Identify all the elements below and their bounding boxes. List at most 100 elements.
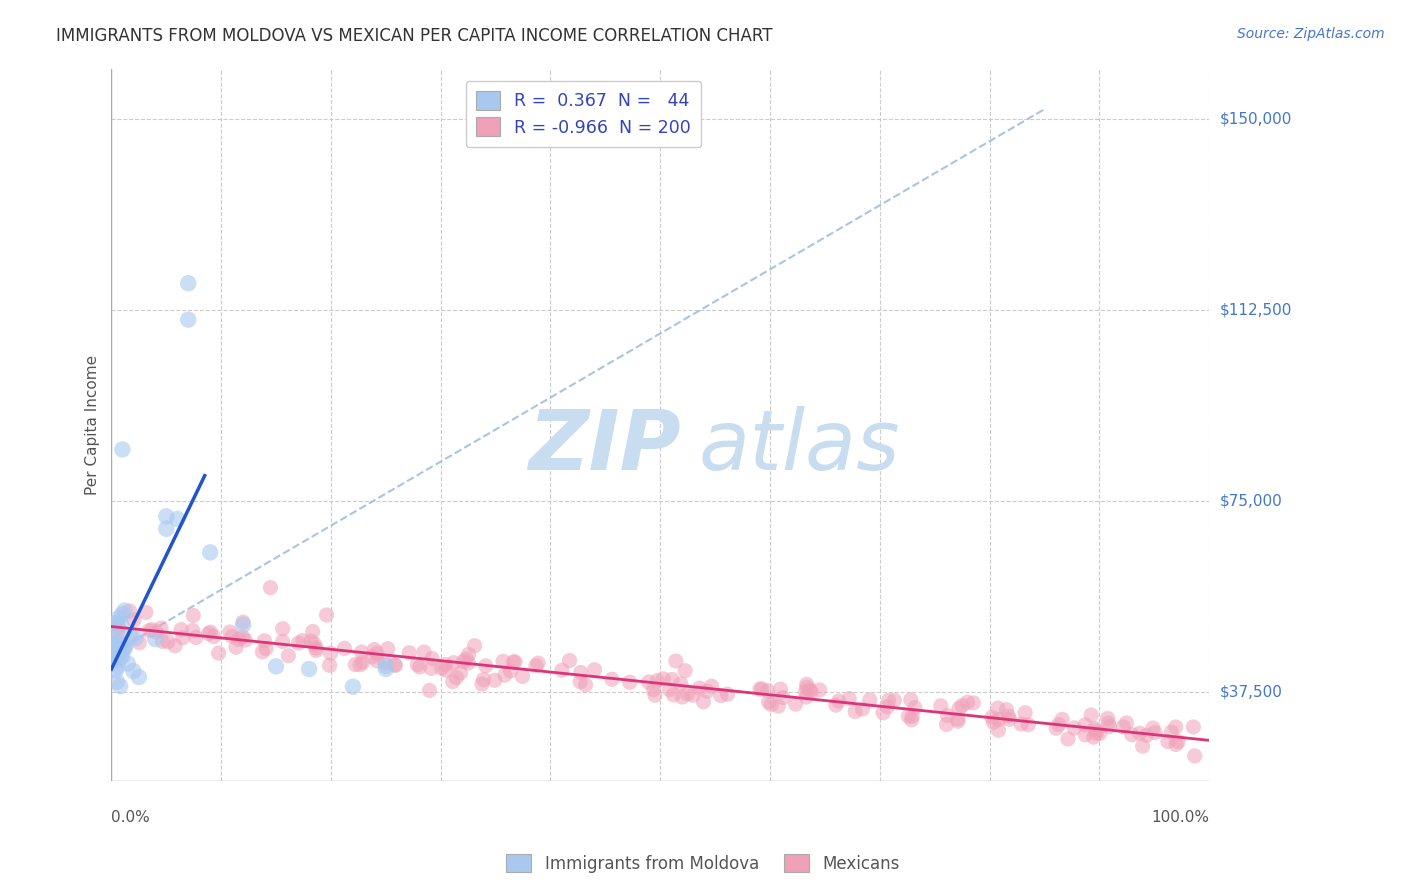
Point [110,617,132,632]
Point [1017,717,1039,731]
Point [200,625,222,640]
Point [128,636,150,650]
Point [652,672,675,686]
Point [987,723,1010,738]
Point [877,693,900,707]
Point [1135,728,1157,742]
Point [1184,748,1206,763]
Point [122,664,145,678]
Point [600,673,623,687]
Point [785,697,807,711]
Point [271,634,294,648]
Point [406,657,429,672]
Point [177,312,200,326]
Point [108,679,131,693]
Point [1045,721,1067,735]
Point [692,695,714,709]
Point [824,698,846,713]
Text: 0.0%: 0.0% [111,810,150,824]
Point [430,661,453,675]
Point [574,678,596,692]
Point [105,653,128,667]
Point [111,607,134,621]
Point [1098,720,1121,734]
Point [177,277,200,291]
Text: atlas: atlas [699,406,900,487]
Point [1129,726,1152,740]
Point [758,695,780,709]
Point [558,654,581,668]
Point [298,662,321,676]
Point [981,710,1004,724]
Point [876,699,898,714]
Point [443,656,465,670]
Point [1182,720,1205,734]
Point [929,698,952,713]
Point [374,662,396,676]
Point [716,687,738,701]
Point [456,652,478,666]
Legend: Immigrants from Moldova, Mexicans: Immigrants from Moldova, Mexicans [499,847,907,880]
Point [956,695,979,709]
Text: IMMIGRANTS FROM MOLDOVA VS MEXICAN PER CAPITA INCOME CORRELATION CHART: IMMIGRANTS FROM MOLDOVA VS MEXICAN PER C… [56,27,773,45]
Point [1157,734,1180,748]
Point [152,634,174,648]
Point [948,701,970,715]
Point [1050,712,1073,726]
Text: 100.0%: 100.0% [1152,810,1209,824]
Point [1063,721,1085,735]
Point [299,634,322,648]
Point [1167,734,1189,748]
Point [259,581,281,595]
Point [1132,739,1154,753]
Point [228,632,250,647]
Point [315,607,337,622]
Point [502,655,524,669]
Point [333,641,356,656]
Point [998,712,1021,726]
Point [1085,726,1108,740]
Point [107,626,129,640]
Point [661,673,683,687]
Point [1097,716,1119,731]
Point [108,621,131,635]
Point [1164,738,1187,752]
Point [413,645,436,659]
Point [305,640,328,655]
Point [946,712,969,726]
Point [103,639,125,653]
Point [935,717,957,731]
Point [117,657,139,671]
Point [170,623,193,637]
Point [166,512,188,526]
Point [301,624,323,639]
Text: Source: ZipAtlas.com: Source: ZipAtlas.com [1237,27,1385,41]
Point [118,604,141,618]
Point [800,685,823,699]
Point [475,658,498,673]
Point [434,663,457,677]
Point [1097,711,1119,725]
Point [883,693,905,707]
Point [363,642,385,657]
Point [696,684,718,698]
Point [232,618,254,632]
Point [1057,731,1080,746]
Point [107,634,129,648]
Point [120,630,142,644]
Point [1084,722,1107,736]
Point [897,709,920,723]
Point [457,656,479,670]
Point [111,442,134,457]
Point [384,658,406,673]
Text: $112,500: $112,500 [1220,302,1292,318]
Point [377,641,399,656]
Point [997,709,1019,723]
Point [104,623,127,637]
Point [366,646,388,660]
Point [409,660,432,674]
Point [503,655,526,669]
Point [108,650,131,665]
Point [1142,721,1164,735]
Point [569,665,592,680]
